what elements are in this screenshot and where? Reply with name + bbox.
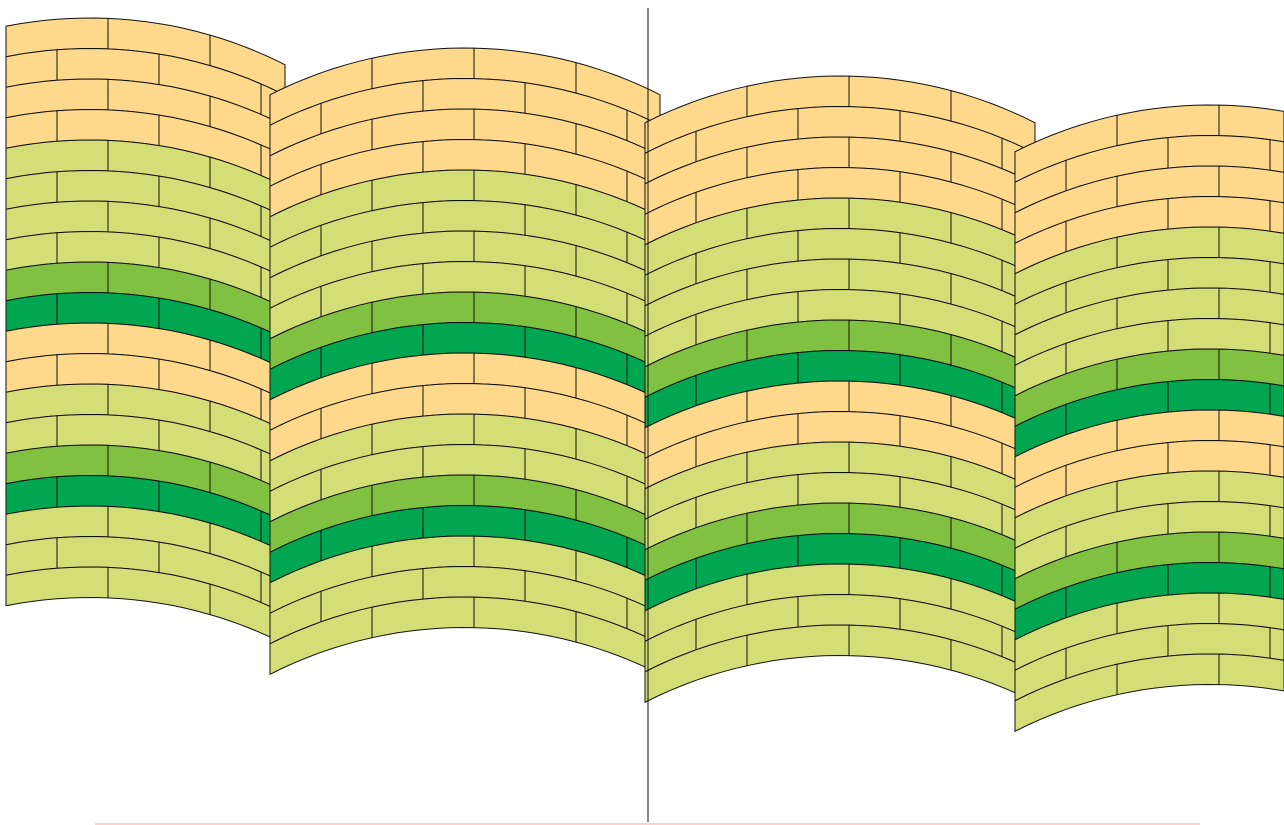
brick xyxy=(422,260,526,297)
brick xyxy=(1269,139,1284,173)
brick xyxy=(1269,627,1284,661)
brick xyxy=(422,565,526,602)
brick xyxy=(797,532,901,569)
brick-field xyxy=(5,17,1284,733)
brick xyxy=(1167,195,1271,232)
brick xyxy=(1269,383,1284,417)
brick xyxy=(797,593,901,630)
brick xyxy=(422,382,526,419)
brick xyxy=(422,77,526,114)
brick xyxy=(1218,653,1284,692)
brick xyxy=(422,321,526,358)
brick xyxy=(797,166,901,203)
brick xyxy=(1269,505,1284,539)
brick xyxy=(1167,317,1271,354)
brick xyxy=(422,199,526,236)
brick xyxy=(797,471,901,508)
brick xyxy=(797,410,901,447)
brick xyxy=(1167,256,1271,293)
brick xyxy=(797,105,901,142)
brick xyxy=(422,504,526,541)
brick xyxy=(422,443,526,480)
brick xyxy=(1269,566,1284,600)
brick xyxy=(797,288,901,325)
brick xyxy=(797,349,901,386)
brick xyxy=(1269,322,1284,356)
brick xyxy=(1167,561,1271,598)
brick xyxy=(1167,378,1271,415)
brick xyxy=(5,566,109,607)
brick xyxy=(1269,261,1284,295)
brick xyxy=(1167,439,1271,476)
brick xyxy=(1167,134,1271,171)
brick xyxy=(1167,622,1271,659)
brick xyxy=(1269,200,1284,234)
brick xyxy=(1167,500,1271,537)
brick xyxy=(797,227,901,264)
brick xyxy=(1269,444,1284,478)
brick xyxy=(422,138,526,175)
